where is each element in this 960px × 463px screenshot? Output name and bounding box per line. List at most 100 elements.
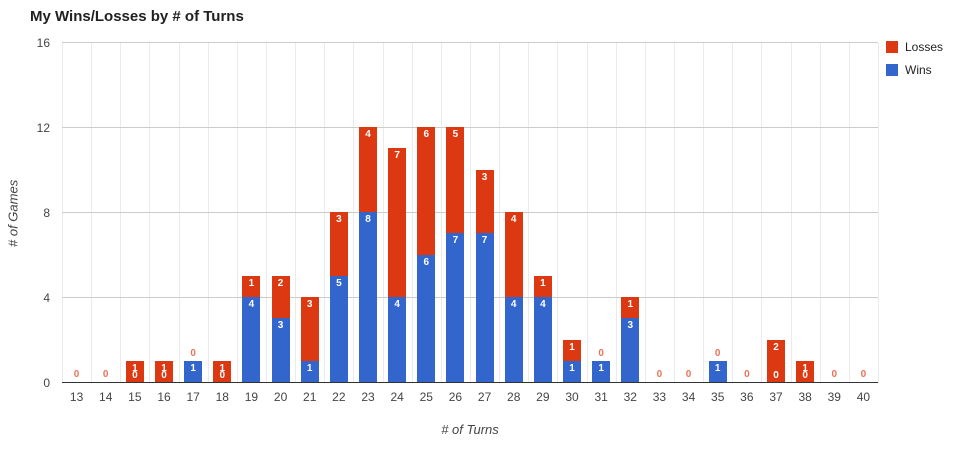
bar-segment-wins[interactable] bbox=[242, 297, 261, 382]
bar-value-label: 6 bbox=[423, 256, 430, 268]
x-tick-label: 19 bbox=[244, 390, 259, 404]
bar-value-label: 1 bbox=[802, 362, 808, 374]
bar-value-label: 0 bbox=[219, 370, 226, 381]
bar-value-label: 3 bbox=[336, 214, 342, 225]
bar-segment-losses[interactable] bbox=[329, 212, 348, 276]
v-gridline bbox=[62, 43, 63, 383]
legend-label-losses: Losses bbox=[905, 40, 944, 54]
bar-segment-wins[interactable] bbox=[329, 275, 348, 382]
bar-segment-wins[interactable] bbox=[533, 297, 552, 382]
legend-item-losses: Losses bbox=[886, 40, 943, 54]
x-tick-label: 30 bbox=[565, 390, 579, 404]
bar-value-label: 4 bbox=[248, 299, 255, 310]
bar-segment-losses[interactable] bbox=[417, 127, 436, 255]
bar-value-label: 3 bbox=[627, 320, 634, 332]
bar-segment-losses[interactable] bbox=[271, 275, 290, 319]
bar-value-label: 4 bbox=[510, 214, 517, 225]
bar-value-label: 3 bbox=[481, 171, 488, 183]
legend-swatch-losses bbox=[886, 41, 898, 53]
bar-segment-losses[interactable] bbox=[563, 339, 581, 361]
x-tick-label: 35 bbox=[711, 390, 725, 404]
bar-segment-wins[interactable] bbox=[621, 318, 640, 382]
bar-value-label: 0 bbox=[773, 370, 779, 381]
v-gridline bbox=[440, 43, 442, 383]
x-tick-label: 37 bbox=[769, 390, 783, 404]
zero-value-label: 0 bbox=[714, 347, 721, 359]
legend: Losses Wins bbox=[886, 40, 943, 86]
x-tick-label: 21 bbox=[303, 390, 317, 404]
bar-segment-wins[interactable] bbox=[359, 212, 377, 382]
v-gridline bbox=[266, 43, 267, 383]
bar-segment-losses[interactable] bbox=[533, 275, 552, 297]
bar-value-label: 1 bbox=[569, 362, 575, 374]
zero-value-label: 0 bbox=[744, 369, 750, 380]
bar-segment-losses[interactable] bbox=[504, 212, 523, 297]
legend-swatch-wins bbox=[886, 64, 898, 76]
bar-value-label: 1 bbox=[714, 362, 721, 374]
bar-value-label: 4 bbox=[394, 299, 400, 310]
bar-value-label: 5 bbox=[336, 277, 342, 289]
bar-value-label: 3 bbox=[306, 299, 313, 310]
bar-segment-wins[interactable] bbox=[446, 233, 465, 382]
bar-segment-losses[interactable] bbox=[213, 360, 232, 382]
bar-segment-losses[interactable] bbox=[767, 339, 785, 382]
x-tick-label: 25 bbox=[419, 390, 433, 404]
bar-segment-wins[interactable] bbox=[708, 360, 727, 382]
v-gridline bbox=[91, 43, 93, 383]
v-gridline bbox=[615, 43, 617, 383]
bar-segment-losses[interactable] bbox=[475, 169, 494, 234]
bar-segment-wins[interactable] bbox=[475, 233, 494, 382]
h-gridline bbox=[62, 42, 878, 43]
bar-segment-wins[interactable] bbox=[592, 360, 611, 382]
bar-value-label: 1 bbox=[190, 362, 196, 374]
v-gridline bbox=[295, 43, 297, 383]
legend-item-wins: Wins bbox=[886, 63, 943, 77]
bar-segment-losses[interactable] bbox=[155, 360, 173, 382]
v-gridline bbox=[470, 43, 471, 383]
zero-value-label: 0 bbox=[190, 347, 196, 359]
bar-value-label: 1 bbox=[306, 362, 313, 374]
bar-value-label: 1 bbox=[598, 362, 604, 374]
bar-value-label: 1 bbox=[540, 277, 546, 289]
v-gridline bbox=[236, 43, 238, 383]
v-gridline bbox=[324, 43, 326, 383]
bar-value-label: 7 bbox=[452, 235, 459, 247]
bar-segment-wins[interactable] bbox=[388, 297, 407, 382]
bar-segment-losses[interactable] bbox=[300, 297, 319, 361]
v-gridline bbox=[586, 43, 588, 383]
bar-segment-wins[interactable] bbox=[271, 318, 290, 382]
zero-value-label: 0 bbox=[656, 369, 663, 380]
bar-segment-wins[interactable] bbox=[417, 254, 436, 382]
h-gridline bbox=[62, 127, 878, 128]
v-gridline bbox=[353, 43, 355, 383]
bar-segment-losses[interactable] bbox=[446, 127, 465, 234]
bar-value-label: 0 bbox=[132, 370, 138, 381]
bar-segment-losses[interactable] bbox=[125, 360, 144, 382]
bar-segment-wins[interactable] bbox=[300, 360, 319, 382]
bar-segment-wins[interactable] bbox=[184, 360, 203, 382]
bar-segment-losses[interactable] bbox=[621, 297, 640, 319]
bar-segment-losses[interactable] bbox=[388, 148, 407, 297]
h-gridline bbox=[62, 212, 878, 213]
v-gridline bbox=[674, 43, 675, 383]
v-gridline bbox=[120, 43, 122, 383]
x-tick-label: 22 bbox=[332, 390, 346, 404]
bar-segment-losses[interactable] bbox=[796, 360, 815, 382]
v-gridline bbox=[819, 43, 821, 383]
bar-segment-wins[interactable] bbox=[563, 360, 581, 382]
bar-segment-losses[interactable] bbox=[242, 275, 261, 297]
v-gridline bbox=[499, 43, 501, 383]
x-tick-label: 24 bbox=[390, 390, 404, 404]
v-gridline bbox=[848, 43, 850, 383]
zero-value-label: 0 bbox=[831, 369, 838, 380]
x-tick-label: 40 bbox=[856, 390, 871, 404]
bar-segment-wins[interactable] bbox=[504, 297, 523, 382]
bar-segment-losses[interactable] bbox=[359, 127, 377, 212]
